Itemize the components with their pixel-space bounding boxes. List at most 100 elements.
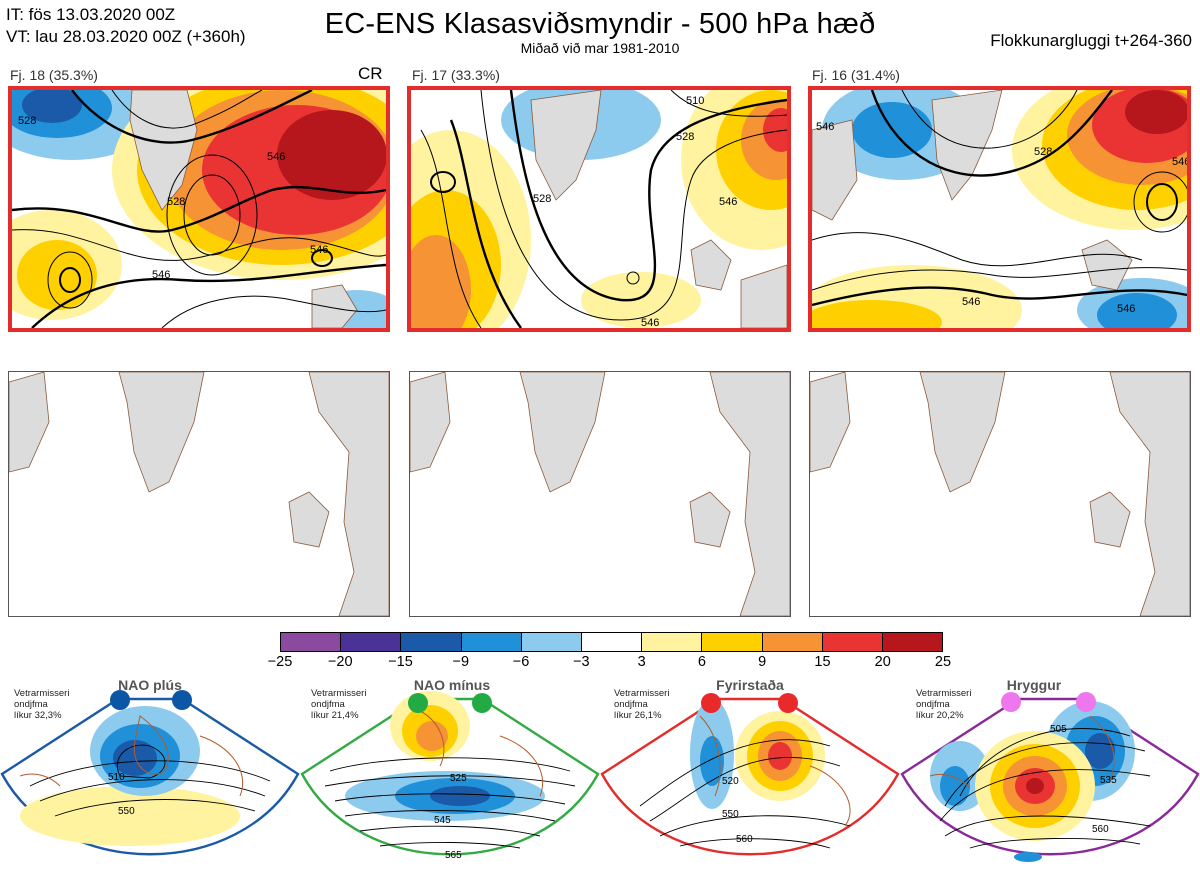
- contour-label: 546: [310, 244, 328, 256]
- colorbar-swatch: [581, 633, 643, 651]
- contour-label: 546: [962, 296, 980, 308]
- contour-label: 528: [533, 193, 551, 205]
- regime-name: Hryggur: [1006, 677, 1062, 693]
- valid-time: VT: lau 28.03.2020 00Z (+360h): [6, 27, 246, 46]
- anomaly-shading: [12, 90, 386, 328]
- colorbar: [280, 632, 943, 652]
- cluster-label-1: Fj. 18 (35.3%): [10, 67, 98, 83]
- colorbar-swatch: [882, 633, 943, 651]
- contour-label: 546: [152, 269, 170, 281]
- regime-map-nao-minus: 525 545 565: [300, 691, 600, 861]
- regime-nao-plus[interactable]: Vetrarmisseri ondjfma líkur 32,3% NAO plús…: [0, 676, 300, 871]
- contour-label: 525: [450, 773, 467, 784]
- regime-dot: [172, 690, 192, 710]
- contour-label: 546: [267, 151, 285, 163]
- base-map-1[interactable]: [8, 371, 390, 617]
- base-map-3-land: [810, 372, 1190, 616]
- colorbar-tick-label: 25: [934, 654, 952, 670]
- colorbar-tick-label: −3: [573, 654, 590, 670]
- cluster-label-2: Fj. 17 (33.3%): [412, 67, 500, 83]
- page-subtitle: Miðað við mar 1981-2010: [520, 40, 680, 56]
- regime-name: Fyrirstaða: [716, 677, 784, 693]
- cluster-map-3[interactable]: 546 528 546 546 546: [808, 86, 1191, 332]
- colorbar-swatch: [521, 633, 582, 651]
- contour-label: 546: [1172, 156, 1187, 168]
- colorbar-tick-label: 9: [758, 654, 767, 670]
- regime-blocking[interactable]: Vetrarmisseri ondjfma líkur 26,1% Fyrirsta…: [600, 676, 900, 871]
- regime-dot: [1076, 692, 1096, 712]
- header-info: IT: fös 13.03.2020 00Z VT: lau 28.03.202…: [6, 4, 246, 48]
- cluster-map-1-plot: 546 528 546 546 528: [12, 90, 386, 328]
- landmass: [530, 90, 787, 328]
- contour-label: 550: [118, 806, 135, 817]
- contour-label: 546: [816, 121, 834, 133]
- contour-label: 535: [1100, 775, 1117, 786]
- regime-dot: [701, 693, 721, 713]
- colorbar-tick-label: −15: [388, 654, 413, 670]
- regime-dot: [1001, 692, 1021, 712]
- colorbar-swatch: [461, 633, 522, 651]
- colorbar-tick-label: −20: [327, 654, 353, 670]
- base-map-2[interactable]: [409, 371, 791, 617]
- contour-labels: 510 528 546 528 546: [533, 95, 737, 328]
- colorbar-ticks: −25 −20 −15 −9 −6 −3 3 6 9 15 20 25: [0, 654, 1200, 674]
- contour-label: 528: [676, 131, 694, 143]
- cluster-regime-code: CR: [358, 64, 383, 83]
- base-map-1-land: [9, 372, 389, 616]
- regime-note: Vetrarmisseri ondjfma líkur 26,1%: [614, 688, 670, 721]
- colorbar-tick-label: −6: [512, 654, 530, 670]
- regime-note: Vetrarmisseri ondjfma líkur 20,2%: [916, 688, 972, 721]
- colorbar-swatch: [642, 633, 703, 651]
- colorbar-swatch: [281, 633, 342, 651]
- landmass: [812, 90, 1133, 291]
- contour-label: 546: [641, 317, 659, 328]
- regime-name: NAO mínus: [413, 677, 491, 693]
- landmass: [129, 90, 358, 328]
- regime-nao-minus[interactable]: Vetrarmisseri ondjfma líkur 21,4% NAO mínu…: [300, 676, 600, 871]
- regime-name: NAO plús: [118, 677, 182, 693]
- regime-dot: [778, 693, 798, 713]
- contour-labels: 546 528 546 546 528: [18, 115, 328, 281]
- cluster-map-1[interactable]: 546 528 546 546 528: [8, 86, 390, 332]
- colorbar-swatch: [702, 633, 763, 651]
- colorbar-tick-label: 20: [874, 654, 891, 670]
- height-contours: [12, 90, 386, 328]
- classification-window: Flokkunargluggi t+264-360: [990, 31, 1192, 50]
- cluster-label-3: Fj. 16 (31.4%): [812, 67, 900, 83]
- colorbar-tick-label: 15: [814, 654, 831, 670]
- contour-label: 505: [1050, 724, 1067, 735]
- cluster-map-2-plot: 510 528 546 528 546: [411, 90, 787, 328]
- contour-label: 546: [1117, 303, 1135, 315]
- contour-label: 528: [167, 196, 185, 208]
- contour-label: 528: [18, 115, 36, 127]
- regime-map-ridge: 505 535 560: [900, 692, 1200, 862]
- regime-dot: [408, 693, 428, 713]
- regime-dot: [472, 693, 492, 713]
- height-contours: [812, 90, 1187, 307]
- cluster-map-2[interactable]: 510 528 546 528 546: [407, 86, 791, 332]
- colorbar-swatch: [762, 633, 823, 651]
- base-map-3[interactable]: [809, 371, 1191, 617]
- regime-ridge[interactable]: Vetrarmisseri ondjfma líkur 20,2% Hryggur …: [900, 676, 1200, 871]
- contour-label: 565: [445, 850, 462, 861]
- contour-label: 510: [686, 95, 704, 107]
- anomaly-shading: [411, 90, 787, 328]
- colorbar-swatch: [401, 633, 462, 651]
- contour-label: 550: [722, 809, 739, 820]
- regime-dot: [110, 690, 130, 710]
- regime-map-blocking: 520 550 560: [600, 693, 900, 856]
- regime-note: Vetrarmisseri ondjfma líkur 32,3%: [14, 688, 70, 721]
- contour-label: 560: [736, 834, 753, 845]
- contour-label: 510: [108, 772, 125, 783]
- colorbar-swatch: [822, 633, 883, 651]
- regime-note: Vetrarmisseri ondjfma líkur 21,4%: [311, 688, 367, 721]
- colorbar-tick-label: 6: [697, 654, 706, 670]
- page-title: EC-ENS Klasasviðsmyndir - 500 hPa hæð: [324, 8, 876, 40]
- height-contours: [420, 90, 787, 328]
- colorbar-tick-label: −25: [267, 654, 293, 670]
- contour-label: 545: [434, 815, 451, 826]
- cluster-map-3-plot: 546 528 546 546 546: [812, 90, 1187, 328]
- base-map-2-land: [410, 372, 790, 616]
- contour-label: 560: [1092, 824, 1109, 835]
- regime-map-nao-plus: 510 550: [0, 690, 300, 856]
